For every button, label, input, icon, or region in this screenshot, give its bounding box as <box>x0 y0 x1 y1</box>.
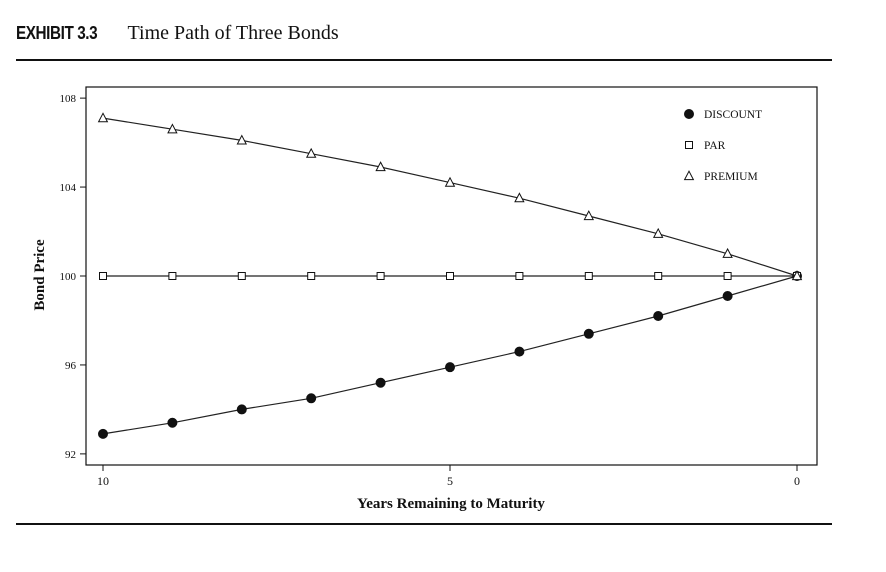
y-axis: 92 96 100 104 108 <box>60 93 86 461</box>
data-point-par <box>515 272 524 280</box>
series-layer <box>97 112 803 439</box>
y-tick-label: 92 <box>65 449 76 461</box>
legend: DISCOUNT PAR PREMIUM <box>683 109 762 183</box>
data-point-par <box>168 272 177 280</box>
series-discount <box>98 271 802 439</box>
exhibit-label: EXHIBIT 3.3 <box>16 23 98 43</box>
bottom-rule <box>16 523 832 525</box>
data-point-premium <box>167 123 178 134</box>
series-premium <box>97 112 803 281</box>
chart-title: Time Path of Three Bonds <box>127 22 339 44</box>
series-line-discount <box>102 275 798 435</box>
data-point-discount <box>375 377 386 388</box>
data-point-premium <box>652 227 664 238</box>
data-point-discount <box>306 393 317 404</box>
data-point-par <box>99 272 107 280</box>
data-point-premium <box>305 147 317 158</box>
y-tick-label: 100 <box>60 271 77 283</box>
data-point-par <box>446 272 454 280</box>
data-point-par <box>654 272 663 280</box>
y-tick-label: 108 <box>60 93 77 105</box>
data-point-discount <box>167 417 178 428</box>
y-axis-label: Bond Price <box>32 239 48 311</box>
data-point-premium <box>583 210 595 221</box>
data-point-discount <box>98 428 108 439</box>
data-point-premium <box>375 161 386 172</box>
data-point-premium <box>791 270 803 281</box>
x-axis-label: Years Remaining to Maturity <box>357 496 545 512</box>
data-point-discount <box>236 404 247 415</box>
data-point-premium <box>236 134 248 145</box>
top-rule <box>16 59 832 61</box>
data-point-discount <box>722 291 733 302</box>
data-point-discount <box>653 311 664 322</box>
legend-marker-premium <box>683 170 695 181</box>
x-tick-label: 5 <box>447 474 453 488</box>
data-point-par <box>237 272 246 280</box>
x-tick-label: 0 <box>794 474 800 488</box>
legend-marker-par <box>685 141 693 149</box>
legend-label-discount: DISCOUNT <box>704 109 762 121</box>
x-axis: 10 5 0 <box>97 465 800 488</box>
data-point-discount <box>583 328 594 339</box>
data-point-par <box>584 272 593 280</box>
exhibit-header: EXHIBIT 3.3 Time Path of Three Bonds <box>16 22 339 52</box>
data-point-par <box>376 272 385 280</box>
legend-label-premium: PREMIUM <box>704 171 758 183</box>
data-point-premium <box>444 176 456 187</box>
x-tick-label: 10 <box>97 474 109 488</box>
data-point-premium <box>722 247 733 258</box>
data-point-par <box>307 272 316 280</box>
y-tick-label: 104 <box>60 182 77 194</box>
legend-marker-discount <box>684 109 694 119</box>
data-point-premium <box>97 112 109 123</box>
data-point-par <box>723 272 732 280</box>
y-tick-label: 96 <box>65 360 77 372</box>
data-point-discount <box>445 362 455 373</box>
data-point-premium <box>514 192 525 203</box>
data-point-discount <box>514 346 525 357</box>
legend-label-par: PAR <box>704 140 726 152</box>
series-par <box>99 272 801 280</box>
